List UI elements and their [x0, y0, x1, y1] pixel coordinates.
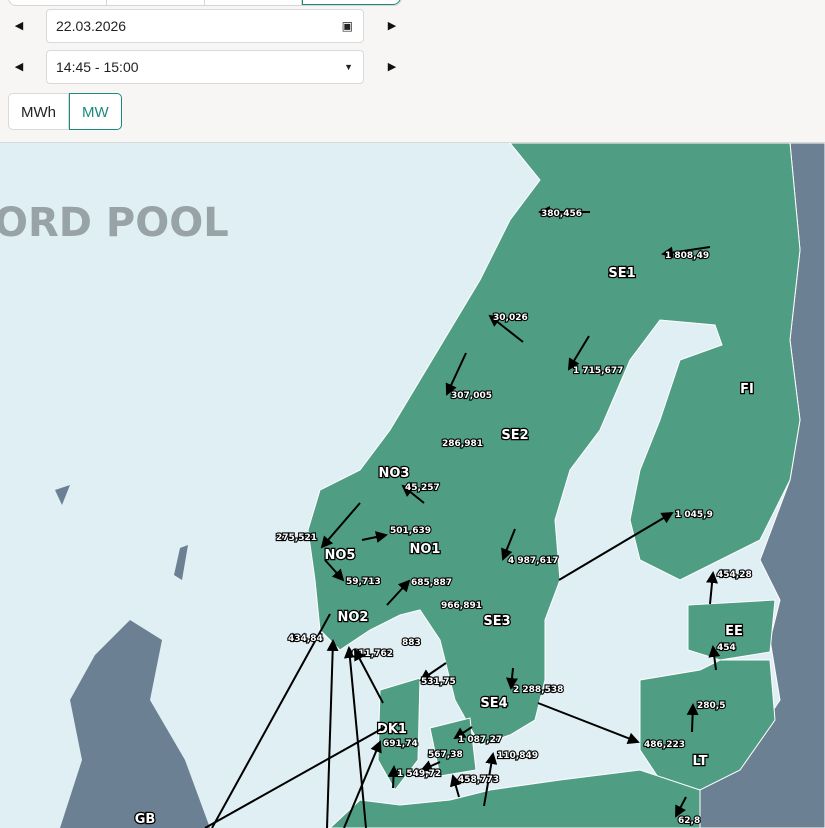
unit-mwh-button[interactable]: MWh — [8, 93, 69, 130]
time-value: 14:45 - 15:00 — [56, 59, 139, 75]
next-time-button[interactable]: ▶ — [387, 60, 397, 73]
flow-line — [204, 726, 386, 828]
flow-arrow — [501, 528, 516, 561]
unit-mw-button[interactable]: MW — [69, 93, 122, 130]
time-select[interactable]: 14:45 - 15:00 ▼ — [46, 50, 364, 84]
tab[interactable] — [9, 0, 107, 5]
flow-arrow — [661, 246, 711, 259]
flow-arrow — [361, 531, 388, 543]
flow-value-label: 434,84 — [288, 634, 323, 644]
flow-arrow — [686, 703, 699, 733]
flow-value-label: 280,5 — [697, 701, 725, 711]
flow-arrow — [708, 645, 721, 671]
flow-value-label: 286,981 — [442, 439, 483, 449]
flow-arrow — [506, 667, 518, 690]
flow-arrow — [675, 796, 687, 818]
flow-arrow — [343, 646, 367, 828]
flow-value-label: 45,257 — [405, 483, 440, 493]
flow-value-label: 110,849 — [497, 751, 538, 761]
flow-arrow — [387, 765, 400, 789]
flow-value-label: 1 549,72 — [397, 769, 441, 779]
flow-value-label: 486,223 — [644, 740, 685, 750]
scandinavia-land — [307, 143, 801, 746]
flow-value-label: 458,773 — [458, 775, 499, 785]
unit-toggle[interactable]: MWh MW — [8, 93, 122, 130]
flow-map[interactable]: ORD POOL SE1 SE2 SE3 SE4 FI NO3 NO1 NO5 NO2 DK1 EE… — [0, 143, 825, 828]
next-date-button[interactable]: ▶ — [387, 19, 397, 32]
flow-arrow — [449, 774, 462, 798]
zone-label-se3: SE3 — [483, 614, 510, 629]
flow-value-label: 531,75 — [421, 677, 456, 687]
zone-label-no2: NO2 — [338, 610, 369, 625]
flow-line — [211, 613, 331, 828]
flow-value-label: 62,8 — [678, 816, 700, 826]
flow-arrow — [420, 760, 441, 772]
flow-arrow — [483, 752, 498, 807]
tab[interactable] — [205, 0, 303, 5]
flow-value-label: 307,005 — [451, 391, 492, 401]
flow-value-label: 567,38 — [428, 750, 463, 760]
flow-arrow — [453, 726, 473, 740]
flow-value-label: 883 — [402, 638, 421, 648]
flow-arrow — [324, 559, 345, 582]
flow-arrow — [320, 502, 361, 549]
zone-label-se1: SE1 — [608, 266, 635, 281]
flow-value-label: 454 — [717, 643, 736, 653]
flow-arrow — [419, 662, 447, 682]
previous-time-button[interactable]: ◀ — [14, 60, 24, 73]
tab-active[interactable] — [302, 0, 401, 5]
flow-value-label: 685,887 — [411, 578, 452, 588]
zone-label-no3: NO3 — [379, 466, 410, 481]
view-tabs[interactable] — [8, 0, 402, 6]
caret-down-icon: ▼ — [344, 62, 353, 72]
continent-land — [329, 769, 701, 828]
flow-value-label: 1 045,9 — [675, 510, 713, 520]
flow-value-label: 59,713 — [346, 577, 381, 587]
flow-value-label: 1 087,27 — [458, 735, 502, 745]
flow-value-label: 2 288,538 — [513, 685, 563, 695]
previous-date-button[interactable]: ◀ — [14, 19, 24, 32]
flow-value-label: 1 808,49 — [665, 251, 709, 261]
flow-arrow — [386, 579, 411, 606]
flow-value-label: 380,456 — [541, 209, 582, 219]
zone-label-dk1: DK1 — [377, 722, 407, 737]
zone-label-ee: EE — [725, 624, 743, 639]
baltic-land — [639, 599, 776, 791]
flow-value-label: 4 987,617 — [508, 556, 558, 566]
zone-label-lt: LT — [693, 754, 708, 769]
nord-pool-logo: ORD POOL — [0, 200, 229, 246]
flow-value-label: 691,74 — [383, 739, 418, 749]
flow-value-label: 1 715,677 — [573, 366, 623, 376]
calendar-icon[interactable]: ▣ — [341, 19, 353, 33]
control-panel: ◀ 22.03.2026 ▣ ▶ ◀ 14:45 - 15:00 ▼ ▶ MWh M… — [0, 0, 825, 143]
flow-arrow — [445, 352, 467, 396]
date-value: 22.03.2026 — [56, 18, 127, 34]
zone-label-se4: SE4 — [480, 696, 507, 711]
flow-value-label: 966,891 — [441, 601, 482, 611]
flow-value-label: 454,28 — [717, 570, 752, 580]
zone-label-no5: NO5 — [325, 548, 356, 563]
gb-land — [55, 485, 210, 828]
flow-arrow — [401, 484, 425, 504]
flow-value-label: 501,639 — [390, 526, 431, 536]
flow-arrow — [326, 639, 339, 828]
flow-value-label: 30,026 — [493, 313, 528, 323]
zone-label-no1: NO1 — [410, 542, 441, 557]
zone-label-fi: FI — [740, 382, 754, 397]
flow-arrow — [558, 511, 674, 581]
flow-arrow — [567, 335, 590, 371]
flow-arrow — [706, 571, 719, 605]
tab[interactable] — [107, 0, 205, 5]
flow-arrow — [537, 702, 640, 744]
flow-value-label: 275,521 — [276, 533, 317, 543]
zone-label-se2: SE2 — [501, 428, 528, 443]
flow-arrow — [488, 314, 524, 343]
flow-arrow — [354, 648, 384, 704]
date-picker[interactable]: 22.03.2026 ▣ — [46, 9, 364, 43]
zone-label-gb: GB — [135, 812, 156, 827]
